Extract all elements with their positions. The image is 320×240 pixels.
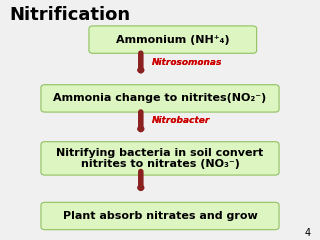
Text: Nitrobacter: Nitrobacter bbox=[152, 116, 210, 125]
Text: Nitrobacter: Nitrobacter bbox=[152, 116, 210, 125]
Text: Nitrifying bacteria in soil convert
nitrites to nitrates (NO₃⁻): Nitrifying bacteria in soil convert nitr… bbox=[56, 148, 264, 169]
Text: Nitrosomonas: Nitrosomonas bbox=[152, 58, 222, 67]
FancyBboxPatch shape bbox=[41, 142, 279, 175]
FancyBboxPatch shape bbox=[89, 26, 257, 53]
Text: Plant absorb nitrates and grow: Plant absorb nitrates and grow bbox=[63, 211, 257, 221]
FancyBboxPatch shape bbox=[41, 202, 279, 230]
Text: Nitrification: Nitrification bbox=[10, 6, 131, 24]
Text: Ammonium (NH⁺₄): Ammonium (NH⁺₄) bbox=[116, 35, 230, 45]
FancyBboxPatch shape bbox=[41, 85, 279, 112]
Text: Nitrosomonas: Nitrosomonas bbox=[152, 58, 222, 67]
Text: Ammonia change to nitrites(NO₂⁻): Ammonia change to nitrites(NO₂⁻) bbox=[53, 93, 267, 103]
Text: 4: 4 bbox=[304, 228, 310, 238]
